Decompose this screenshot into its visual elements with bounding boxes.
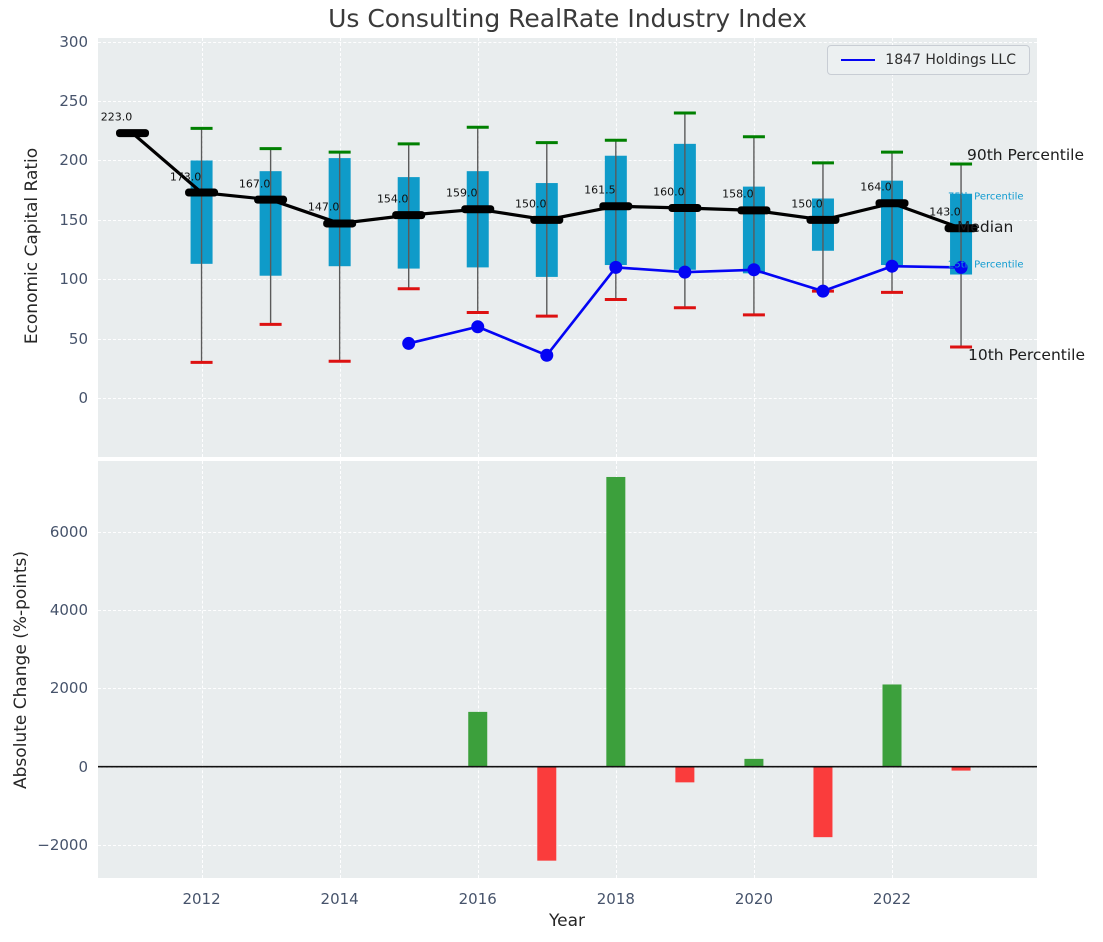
gridline-horizontal [98, 339, 1037, 340]
median-value-label-2016: 159.0 [446, 187, 478, 200]
y-tick-label: 4000 [0, 601, 88, 619]
gridline-horizontal [98, 220, 1037, 221]
gridline-vertical [892, 38, 893, 457]
legend-line-swatch [841, 59, 875, 61]
gridline-vertical [202, 38, 203, 457]
median-value-label-2021: 150.0 [791, 197, 823, 210]
gridline-horizontal [98, 532, 1037, 533]
gridline-horizontal [98, 610, 1037, 611]
x-axis-label: Year [549, 911, 585, 931]
y-tick-label: 200 [0, 151, 88, 169]
percentile-annotation-10th-percentile: 10th Percentile [968, 346, 1085, 364]
figure: Us Consulting RealRate Industry Index Ec… [0, 0, 1103, 942]
y-tick-label: 0 [0, 389, 88, 407]
legend-label: 1847 Holdings LLC [885, 52, 1016, 68]
gridline-vertical [754, 461, 755, 878]
top-y-axis-label: Economic Capital Ratio [22, 148, 42, 344]
gridline-vertical [478, 38, 479, 457]
gridline-horizontal [98, 279, 1037, 280]
chart-title: Us Consulting RealRate Industry Index [98, 5, 1037, 33]
gridline-vertical [616, 461, 617, 878]
x-tick-label: 2020 [714, 890, 794, 908]
percentile-annotation-90th-percentile: 90th Percentile [967, 146, 1084, 164]
bottom-y-axis-label: Absolute Change (%-points) [11, 551, 31, 789]
percentile-annotation-75th-percentile: 75th Percentile [948, 192, 1024, 203]
median-value-label-2020: 158.0 [722, 188, 754, 201]
median-value-label-2012: 173.0 [170, 170, 202, 183]
gridline-vertical [340, 461, 341, 878]
x-tick-label: 2016 [438, 890, 518, 908]
median-value-label-2017: 150.0 [515, 197, 547, 210]
y-tick-label: 50 [0, 330, 88, 348]
gridline-vertical [478, 461, 479, 878]
gridline-horizontal [98, 101, 1037, 102]
median-value-label-2018: 161.5 [584, 184, 616, 197]
gridline-vertical [616, 38, 617, 457]
y-tick-label: 150 [0, 211, 88, 229]
median-value-label-2019: 160.0 [653, 185, 685, 198]
legend: 1847 Holdings LLC [827, 45, 1030, 75]
y-tick-label: 0 [0, 758, 88, 776]
gridline-horizontal [98, 160, 1037, 161]
x-tick-label: 2012 [162, 890, 242, 908]
y-tick-label: 2000 [0, 679, 88, 697]
gridline-vertical [202, 461, 203, 878]
bottom-plot-area [98, 461, 1037, 878]
percentile-annotation-median: Median [957, 218, 1013, 236]
gridline-vertical [754, 38, 755, 457]
gridline-vertical [340, 38, 341, 457]
median-value-label-2023: 143.0 [929, 206, 961, 219]
gridline-horizontal [98, 688, 1037, 689]
x-tick-label: 2018 [576, 890, 656, 908]
percentile-annotation-25th-percentile: 25th Percentile [948, 260, 1024, 271]
x-tick-label: 2022 [852, 890, 932, 908]
y-tick-label: −2000 [0, 836, 88, 854]
gridline-horizontal [98, 845, 1037, 846]
y-tick-label: 100 [0, 270, 88, 288]
x-tick-label: 2014 [300, 890, 380, 908]
y-tick-label: 250 [0, 92, 88, 110]
gridline-horizontal [98, 398, 1037, 399]
top-plot-area [98, 38, 1037, 457]
gridline-horizontal [98, 42, 1037, 43]
median-value-label-2015: 154.0 [377, 193, 409, 206]
y-tick-label: 300 [0, 33, 88, 51]
median-value-label-2011: 223.0 [101, 111, 133, 124]
gridline-horizontal [98, 767, 1037, 768]
median-value-label-2014: 147.0 [308, 201, 340, 214]
gridline-vertical [892, 461, 893, 878]
y-tick-label: 6000 [0, 523, 88, 541]
median-value-label-2022: 164.0 [860, 181, 892, 194]
median-value-label-2013: 167.0 [239, 177, 271, 190]
